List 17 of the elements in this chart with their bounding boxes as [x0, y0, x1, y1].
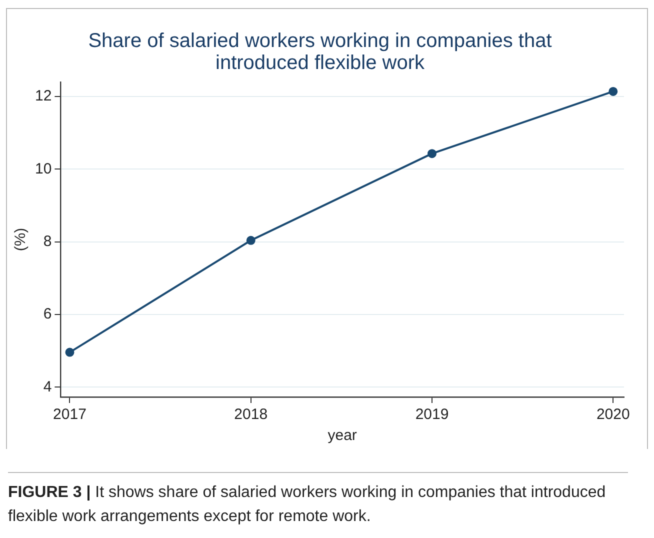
- y-axis-title: (%): [12, 228, 30, 252]
- chart-title: Share of salaried workers working in companies that introduced flexible work: [87, 30, 553, 74]
- y-tick-label: 4: [43, 378, 52, 396]
- caption: FIGURE 3 | It shows share of salaried workers working in companies that introduced flexible work arrangements except for remote work.: [8, 483, 607, 527]
- y-tick-label: 12: [34, 88, 52, 105]
- y-tick-label: 10: [34, 160, 52, 178]
- y-tick-label: 8: [43, 233, 52, 250]
- y-tick-label: 6: [43, 306, 52, 323]
- x-tick-label: 2018: [234, 406, 268, 424]
- point: [65, 348, 74, 357]
- x-tick-label: 2019: [415, 406, 449, 424]
- x-tick-label: 2020: [596, 406, 630, 424]
- x-axis-title: year: [328, 427, 357, 444]
- point: [246, 236, 256, 245]
- point: [428, 149, 436, 158]
- x-tick-label: 2017: [53, 406, 86, 424]
- point: [608, 86, 618, 96]
